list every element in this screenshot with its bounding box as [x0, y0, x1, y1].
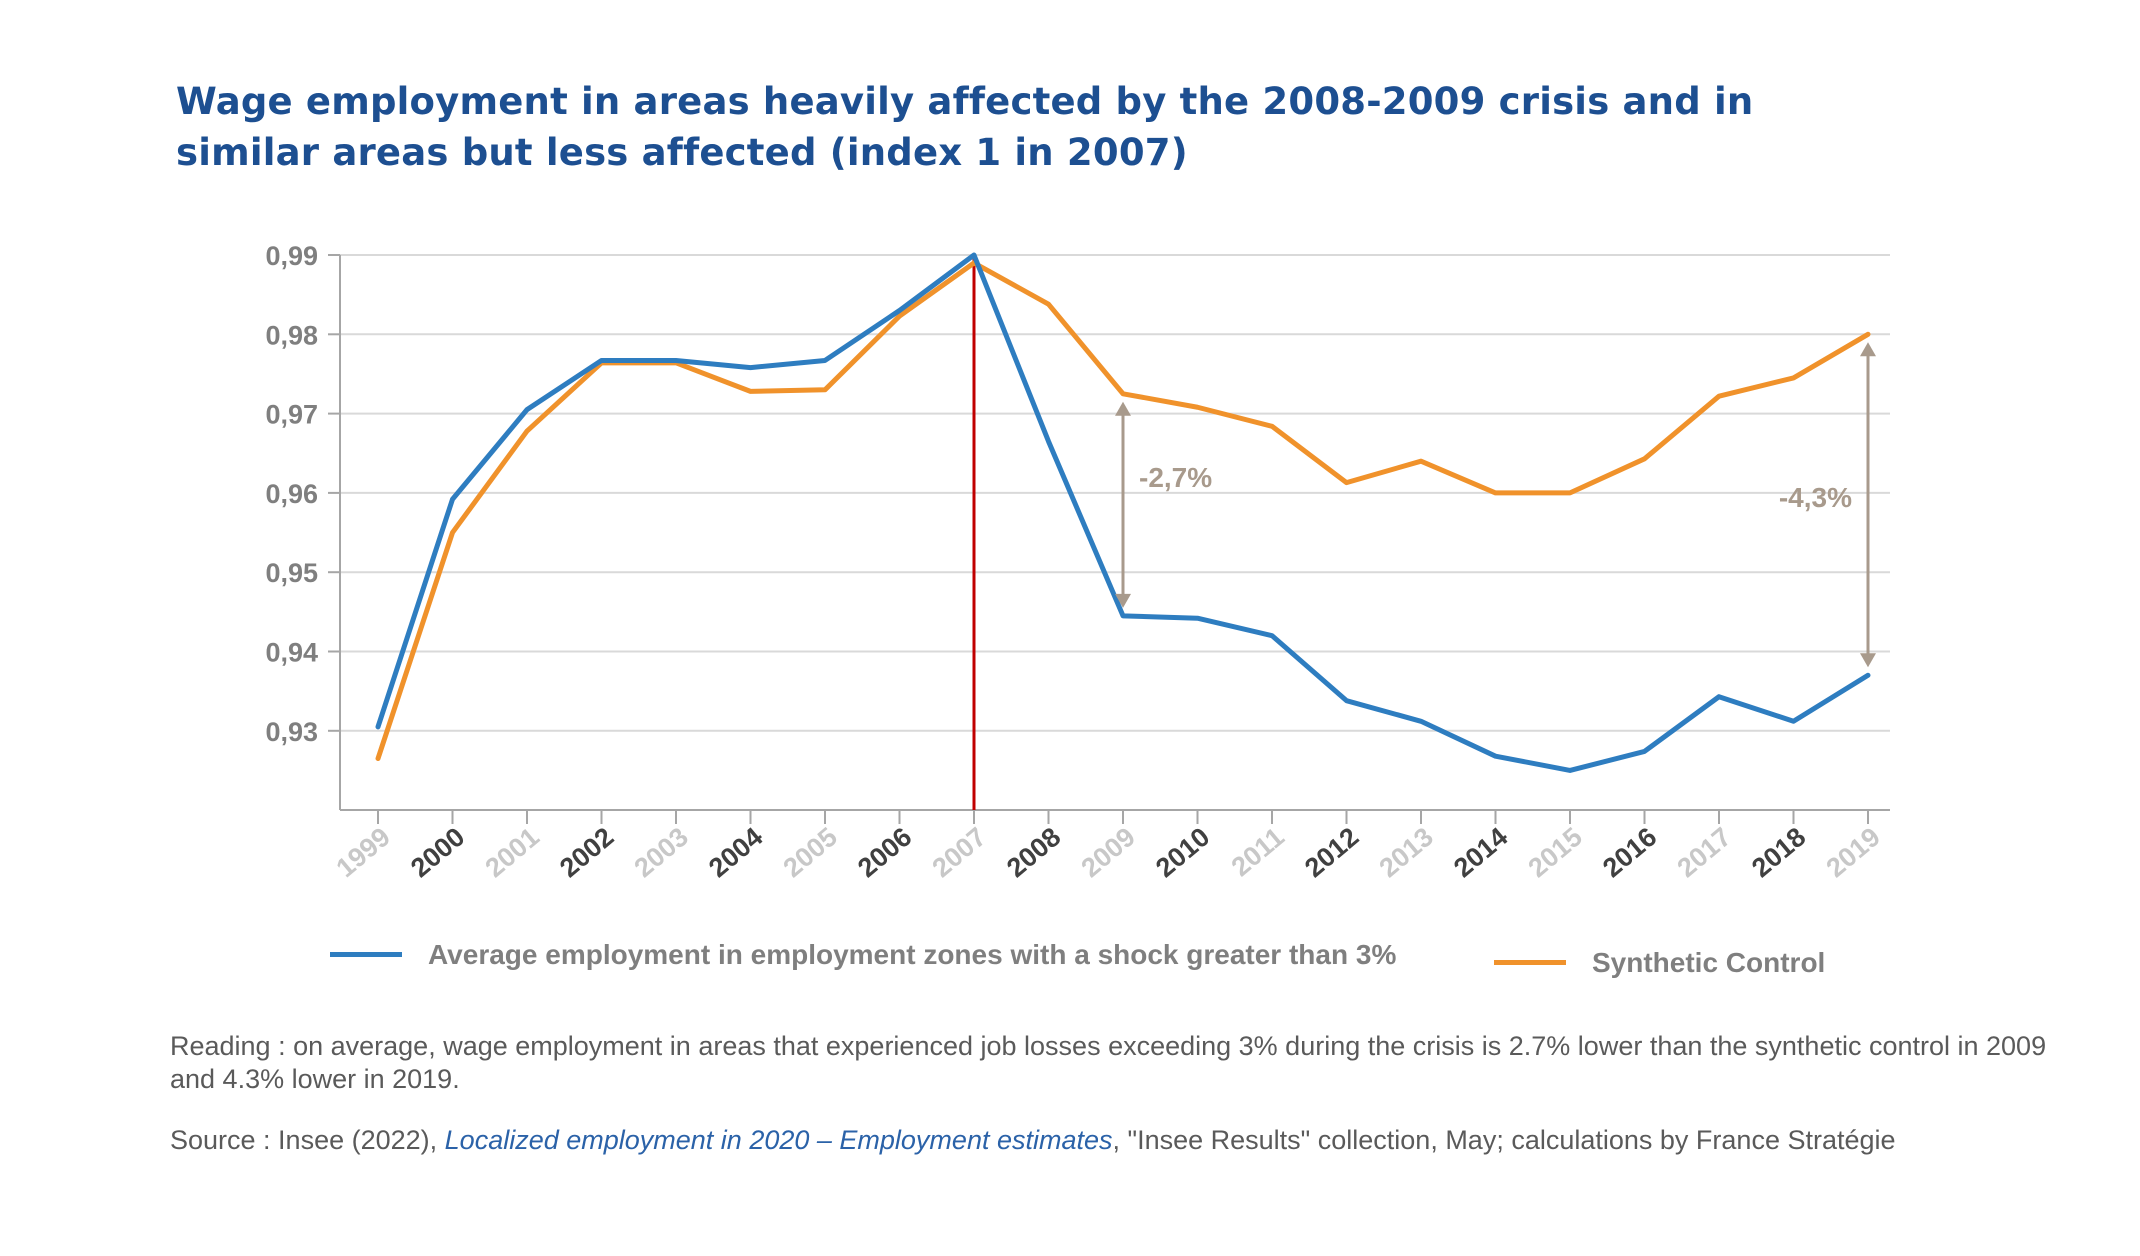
x-tick-label: 2016 — [1597, 822, 1662, 884]
x-tick-label: 2011 — [1226, 822, 1290, 883]
x-tick-label: 2007 — [927, 822, 992, 884]
legend-item-shock-zones: Average employment in employment zones w… — [330, 936, 1430, 973]
y-tick-label: 0,97 — [265, 400, 318, 430]
legend-swatch-orange — [1494, 960, 1566, 965]
annotation-label: -4,3% — [1779, 482, 1852, 513]
y-tick-label: 0,99 — [265, 241, 318, 271]
y-tick-label: 0,96 — [265, 479, 318, 509]
y-tick-label: 0,95 — [265, 558, 318, 588]
chart-title-line-2: similar areas but less affected (index 1… — [176, 131, 1188, 174]
x-tick-label: 2005 — [778, 822, 843, 884]
x-tick-label: 2013 — [1374, 822, 1439, 884]
annotation-arrowhead-down — [1115, 593, 1131, 608]
x-tick-label: 2012 — [1299, 822, 1364, 884]
source-publication-title: Localized employment in 2020 – Employmen… — [444, 1125, 1113, 1155]
x-tick-label: 2009 — [1076, 822, 1141, 884]
x-tick-label: 2003 — [629, 822, 694, 884]
source-note: Source : Insee (2022), Localized employm… — [170, 1124, 2050, 1157]
chart-title: Wage employment in areas heavily affecte… — [176, 76, 1976, 178]
annotation-arrowhead-up — [1115, 401, 1131, 416]
legend-item-synthetic-control: Synthetic Control — [1494, 944, 1825, 981]
chart-title-line-1: Wage employment in areas heavily affecte… — [176, 80, 1754, 123]
x-tick-label: 2019 — [1821, 822, 1886, 884]
x-tick-label: 2010 — [1150, 822, 1215, 884]
annotation-arrowhead-up — [1860, 342, 1876, 357]
source-prefix: Source : Insee (2022), — [170, 1125, 445, 1155]
x-tick-label: 2004 — [703, 822, 768, 884]
y-tick-label: 0,93 — [265, 717, 318, 747]
x-tick-label: 2015 — [1523, 822, 1588, 884]
legend-swatch-blue — [330, 952, 402, 957]
annotation-label: -2,7% — [1139, 462, 1212, 493]
x-tick-label: 2014 — [1448, 822, 1513, 884]
y-tick-label: 0,94 — [265, 638, 318, 668]
x-tick-label: 2000 — [405, 822, 470, 884]
x-tick-label: 2017 — [1672, 822, 1737, 884]
reading-note: Reading : on average, wage employment in… — [170, 1031, 2047, 1094]
x-tick-label: 2001 — [480, 822, 545, 884]
x-tick-label: 2018 — [1746, 822, 1811, 884]
line-chart: 0,99 0,98 0,97 0,96 0,95 0,94 0,93 1999 2000 2001… — [265, 241, 1890, 884]
x-tick-label: 2002 — [554, 822, 619, 884]
series-line-shock-zones — [375, 252, 1871, 773]
source-suffix: , "Insee Results" collection, May; calcu… — [1112, 1125, 1896, 1155]
legend-label-synthetic-control: Synthetic Control — [1592, 947, 1826, 978]
x-tick-label: 2008 — [1001, 822, 1066, 884]
x-tick-label: 2006 — [852, 822, 917, 884]
x-tick-label: 1999 — [331, 822, 396, 884]
y-tick-label: 0,98 — [265, 320, 318, 350]
annotation-arrowhead-down — [1860, 653, 1876, 668]
legend-label-shock-zones: Average employment in employment zones w… — [428, 939, 1397, 970]
